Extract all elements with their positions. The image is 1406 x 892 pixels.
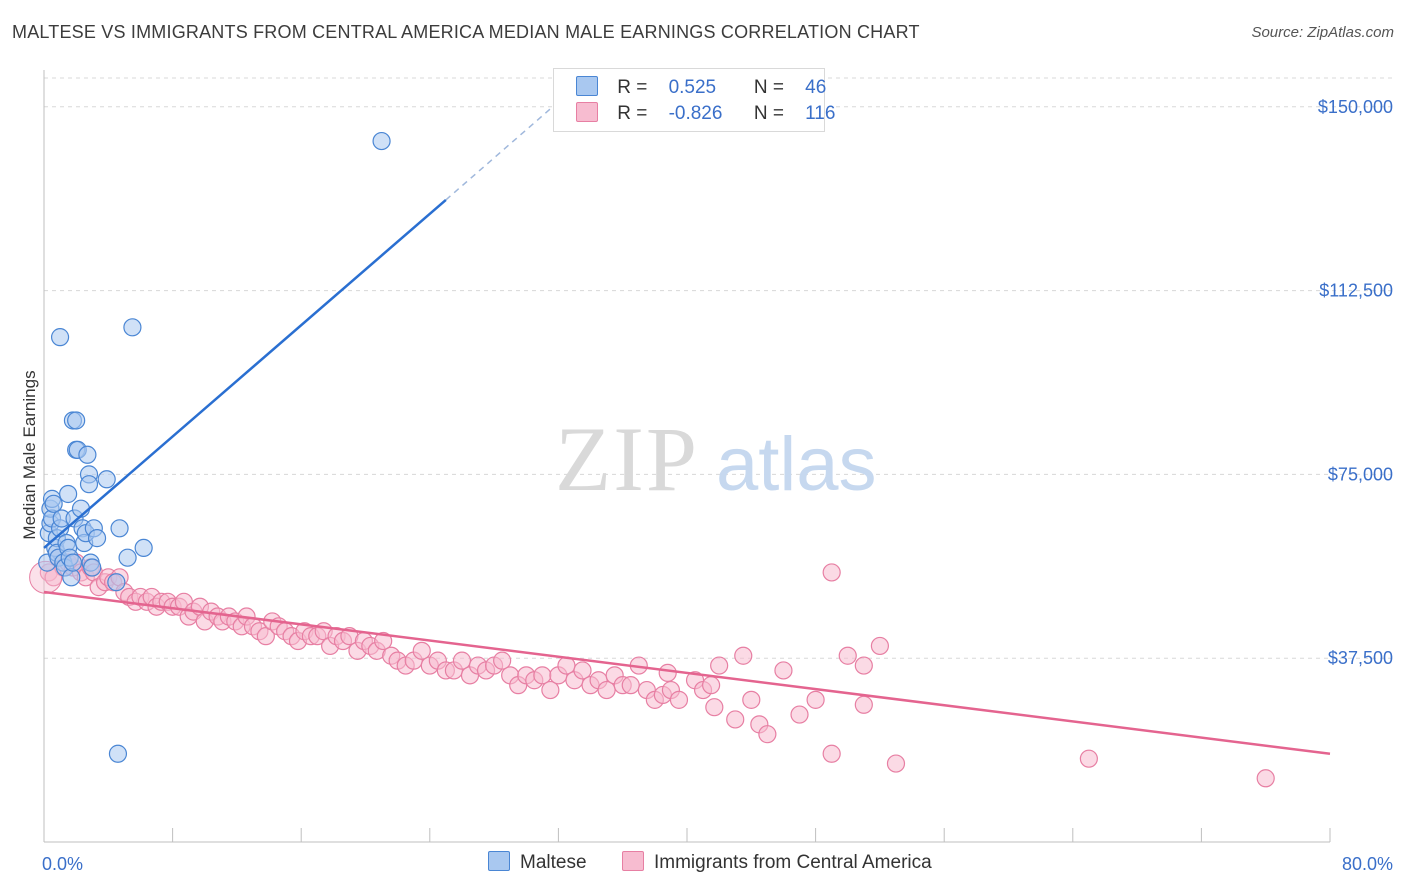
central-america-point — [774, 661, 793, 680]
central-america-swatch — [622, 851, 644, 871]
maltese-point — [107, 573, 126, 592]
maltese-point — [78, 445, 97, 464]
central-america-point — [854, 695, 873, 714]
y-tick-label: $112,500 — [1319, 281, 1393, 301]
maltese-points — [38, 131, 391, 763]
y-tick-label: $75,000 — [1328, 464, 1393, 484]
maltese-swatch — [576, 76, 598, 96]
x-tick-labels: 0.0% 80.0% — [42, 854, 1393, 874]
svg-text:atlas: atlas — [716, 422, 877, 507]
central-america-point — [758, 725, 777, 744]
central-america-point — [822, 744, 841, 763]
central-america-point — [742, 690, 761, 709]
maltese-point — [79, 475, 99, 494]
maltese-point — [83, 558, 102, 577]
r-value: 0.525 — [668, 77, 717, 98]
central-america-trend-line — [43, 590, 1331, 756]
central-america-point — [658, 663, 677, 682]
r-value: -0.826 — [668, 103, 723, 124]
central-america-point — [790, 705, 809, 724]
central-america-point — [1256, 769, 1275, 788]
n-value: 46 — [805, 77, 827, 98]
svg-text:ZIP: ZIP — [555, 408, 699, 510]
axes — [43, 70, 1331, 843]
central-america-point — [854, 656, 873, 675]
legend-row-central-america: R = -0.826 N = 116 — [576, 102, 835, 126]
n-label: N = — [753, 103, 784, 124]
central-america-point — [493, 651, 512, 670]
central-america-point — [1079, 749, 1098, 768]
central-america-point — [870, 636, 890, 656]
bottom-legend-central-america: Immigrants from Central America — [622, 851, 932, 874]
central-america-point — [734, 646, 753, 665]
central-america-point — [710, 656, 729, 675]
maltese-point — [108, 744, 128, 763]
legend-row-maltese: R = 0.525 N = 46 — [576, 76, 826, 100]
central-america-point — [412, 641, 431, 660]
r-label: R = — [617, 103, 648, 124]
n-value: 116 — [805, 103, 836, 124]
central-america-point — [621, 676, 640, 695]
central-america-point — [886, 754, 906, 773]
y-tick-label: $150,000 — [1318, 97, 1393, 117]
x-tick-label: 0.0% — [42, 854, 83, 874]
maltese-trend-line — [43, 198, 447, 549]
central-america-point — [573, 661, 592, 680]
maltese-point — [97, 470, 116, 489]
maltese-legend-label: Maltese — [520, 852, 587, 873]
maltese-point — [118, 548, 137, 567]
central-america-legend-label: Immigrants from Central America — [654, 852, 932, 873]
central-america-point — [669, 690, 689, 709]
maltese-trend-extension — [445, 101, 559, 201]
maltese-point — [63, 553, 83, 572]
central-america-point — [541, 680, 560, 700]
central-america-point — [726, 710, 745, 729]
maltese-point — [50, 328, 70, 347]
bottom-legend-maltese: Maltese — [488, 851, 587, 874]
maltese-point — [67, 411, 86, 430]
y-tick-labels: $37,500 $75,000 $112,500 $150,000 — [1318, 97, 1393, 668]
central-america-point — [374, 631, 393, 651]
maltese-point — [110, 519, 129, 538]
central-america-point — [806, 690, 825, 709]
watermark: ZIP atlas — [555, 408, 877, 510]
central-america-point — [702, 676, 721, 695]
central-america-point — [838, 646, 857, 665]
central-america-point — [822, 563, 841, 582]
central-america-point — [705, 698, 724, 717]
chart-title: MALTESE VS IMMIGRANTS FROM CENTRAL AMERI… — [12, 22, 920, 42]
maltese-point — [123, 318, 142, 337]
trend-lines — [43, 101, 1331, 756]
y-tick-label: $37,500 — [1328, 648, 1393, 668]
maltese-point — [372, 131, 391, 151]
maltese-swatch — [488, 851, 510, 871]
chart-source: Source: ZipAtlas.com — [1251, 24, 1394, 41]
maltese-point — [44, 494, 63, 513]
maltese-point — [59, 484, 78, 504]
central-america-swatch — [576, 102, 598, 122]
grid-lines — [44, 77, 1395, 659]
maltese-point — [134, 538, 153, 558]
r-label: R = — [617, 77, 648, 98]
maltese-point — [87, 529, 107, 548]
x-tick-label: 80.0% — [1342, 854, 1393, 874]
correlation-legend: R = 0.525 N = 46 R = -0.826 N = 116 — [553, 68, 835, 132]
n-label: N = — [753, 77, 784, 98]
